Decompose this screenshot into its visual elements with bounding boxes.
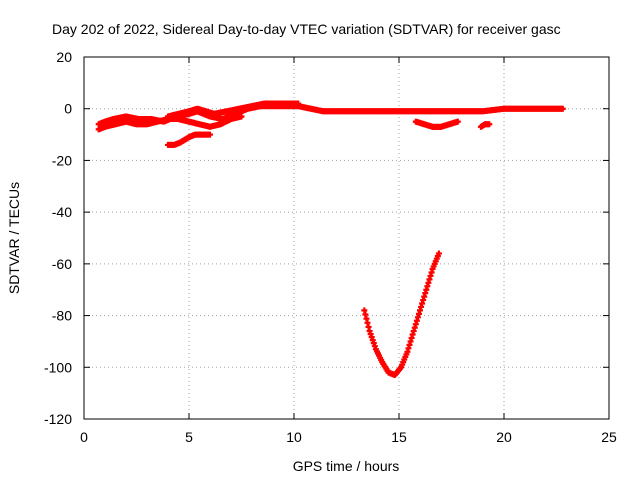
x-tick-label: 15 bbox=[391, 429, 407, 445]
chart-title: Day 202 of 2022, Sidereal Day-to-day VTE… bbox=[52, 21, 561, 37]
y-axis-ticks: -120 -100 -80 -60 -40 -20 0 20 bbox=[44, 49, 609, 427]
data-point bbox=[435, 250, 442, 257]
data-point bbox=[559, 105, 566, 112]
x-axis-label: GPS time / hours bbox=[293, 458, 400, 474]
data-point bbox=[207, 131, 213, 138]
y-tick-label: 0 bbox=[64, 101, 72, 117]
y-tick-label: -40 bbox=[52, 204, 72, 220]
y-tick-label: 20 bbox=[56, 49, 72, 65]
data-points bbox=[95, 100, 566, 379]
series-upper-band bbox=[165, 100, 302, 120]
series-deep-dip bbox=[361, 250, 442, 379]
y-axis-label: SDTVAR / TECUs bbox=[6, 182, 22, 294]
data-point bbox=[295, 100, 302, 107]
data-point bbox=[454, 118, 461, 125]
x-axis-ticks: 0 5 10 15 20 25 bbox=[80, 57, 617, 445]
series-low-arc bbox=[165, 131, 213, 148]
y-tick-label: -20 bbox=[52, 152, 72, 168]
x-tick-label: 5 bbox=[185, 429, 193, 445]
x-tick-label: 10 bbox=[286, 429, 302, 445]
series-small-arc bbox=[477, 121, 493, 130]
y-tick-label: -120 bbox=[44, 411, 72, 427]
x-tick-label: 0 bbox=[80, 429, 88, 445]
gridlines bbox=[84, 57, 609, 419]
series-lower-band bbox=[95, 113, 245, 133]
y-tick-label: -80 bbox=[52, 308, 72, 324]
x-tick-label: 20 bbox=[496, 429, 512, 445]
x-tick-label: 25 bbox=[601, 429, 617, 445]
plot-frame bbox=[83, 56, 610, 420]
data-point bbox=[238, 113, 245, 120]
y-tick-label: -60 bbox=[52, 256, 72, 272]
y-tick-label: -100 bbox=[44, 359, 72, 375]
data-point bbox=[486, 121, 493, 128]
series-mid-arc bbox=[412, 118, 461, 130]
